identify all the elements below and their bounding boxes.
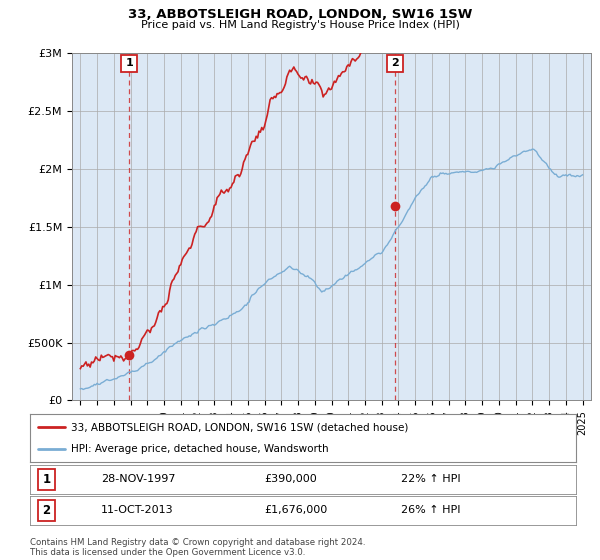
Text: 2: 2: [43, 503, 50, 517]
Text: 2: 2: [391, 58, 398, 68]
Text: 26% ↑ HPI: 26% ↑ HPI: [401, 505, 461, 515]
Text: 33, ABBOTSLEIGH ROAD, LONDON, SW16 1SW (detached house): 33, ABBOTSLEIGH ROAD, LONDON, SW16 1SW (…: [71, 422, 409, 432]
Text: £1,676,000: £1,676,000: [265, 505, 328, 515]
Text: HPI: Average price, detached house, Wandsworth: HPI: Average price, detached house, Wand…: [71, 444, 329, 454]
Text: 33, ABBOTSLEIGH ROAD, LONDON, SW16 1SW: 33, ABBOTSLEIGH ROAD, LONDON, SW16 1SW: [128, 8, 472, 21]
Text: 22% ↑ HPI: 22% ↑ HPI: [401, 474, 461, 484]
Text: 1: 1: [43, 473, 50, 486]
Text: Contains HM Land Registry data © Crown copyright and database right 2024.
This d: Contains HM Land Registry data © Crown c…: [30, 538, 365, 557]
Text: 1: 1: [125, 58, 133, 68]
Text: 28-NOV-1997: 28-NOV-1997: [101, 474, 175, 484]
Text: 11-OCT-2013: 11-OCT-2013: [101, 505, 173, 515]
Text: Price paid vs. HM Land Registry's House Price Index (HPI): Price paid vs. HM Land Registry's House …: [140, 20, 460, 30]
Text: £390,000: £390,000: [265, 474, 317, 484]
